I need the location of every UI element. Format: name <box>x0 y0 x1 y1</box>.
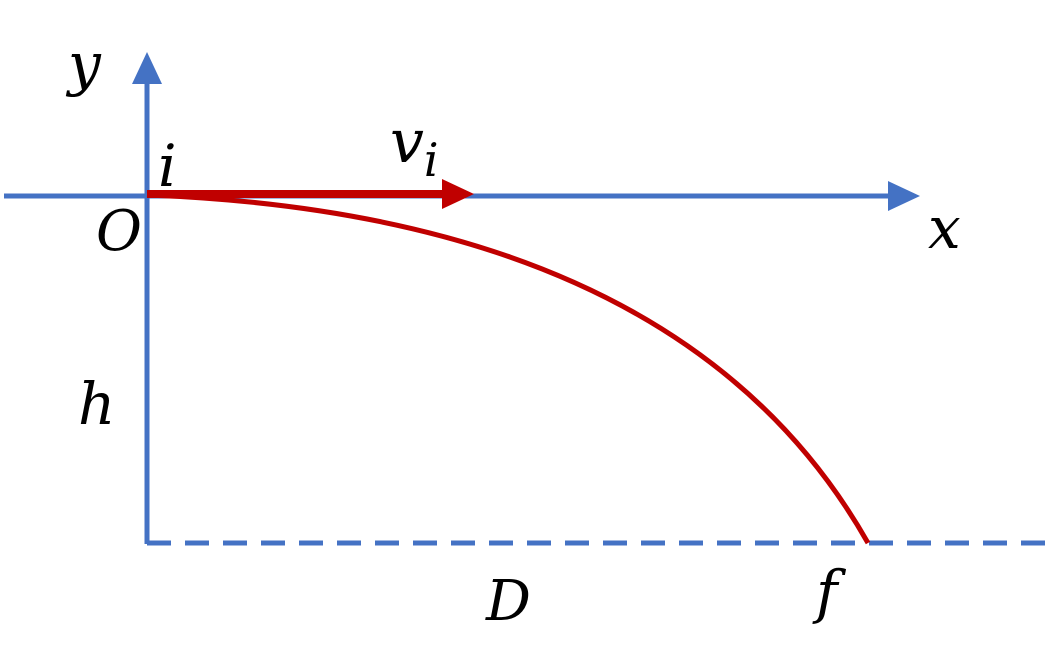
velocity-vector-arrowhead <box>442 179 474 209</box>
velocity-symbol: v <box>390 107 424 177</box>
height-label: h <box>78 370 115 438</box>
trajectory-curve <box>146 192 871 545</box>
velocity-vector <box>147 179 474 209</box>
y-axis-label: y <box>65 30 102 98</box>
origin-label: O <box>96 199 142 264</box>
x-axis-arrowhead <box>888 181 920 211</box>
initial-point-label: i <box>158 132 177 200</box>
velocity-subscript: i <box>424 133 439 187</box>
velocity-label: vi <box>390 107 439 187</box>
final-point-label: f <box>812 558 847 626</box>
y-axis <box>132 52 162 544</box>
y-axis-arrowhead <box>132 52 162 84</box>
distance-label: D <box>485 569 531 634</box>
x-axis-label: x <box>928 194 961 262</box>
